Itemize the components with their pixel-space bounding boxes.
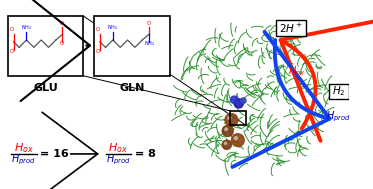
Text: $\mathrm{NH_2}$: $\mathrm{NH_2}$ xyxy=(21,23,32,32)
Text: $H_{prod}$: $H_{prod}$ xyxy=(326,110,351,124)
Text: $2H^+$: $2H^+$ xyxy=(279,22,303,35)
Circle shape xyxy=(224,142,226,145)
Text: O: O xyxy=(147,21,151,26)
Circle shape xyxy=(241,98,246,103)
Circle shape xyxy=(234,137,238,140)
Text: $H_{ox}$: $H_{ox}$ xyxy=(109,142,128,155)
Circle shape xyxy=(231,96,238,103)
Circle shape xyxy=(222,140,231,149)
Text: GLN: GLN xyxy=(119,83,145,93)
Text: = 16: = 16 xyxy=(40,149,69,159)
Circle shape xyxy=(222,125,233,136)
Text: GLU: GLU xyxy=(34,83,58,93)
Text: = 8: = 8 xyxy=(135,149,156,159)
Text: O: O xyxy=(10,27,14,32)
Circle shape xyxy=(225,128,228,131)
Circle shape xyxy=(228,116,231,120)
FancyBboxPatch shape xyxy=(8,16,84,76)
Text: O: O xyxy=(96,49,100,54)
Text: $H_{ox}$: $H_{ox}$ xyxy=(288,64,305,78)
Text: $\mathrm{NH_2}$: $\mathrm{NH_2}$ xyxy=(107,23,119,32)
Text: O: O xyxy=(60,21,65,26)
Text: $\mathrm{NH_2}$: $\mathrm{NH_2}$ xyxy=(144,40,155,48)
Circle shape xyxy=(234,99,243,108)
Text: $H_{prod}$: $H_{prod}$ xyxy=(11,152,36,167)
Text: $H_2$: $H_2$ xyxy=(332,84,346,98)
FancyBboxPatch shape xyxy=(329,84,349,99)
FancyBboxPatch shape xyxy=(276,20,306,36)
Text: $H_{ox}$: $H_{ox}$ xyxy=(14,142,34,155)
Circle shape xyxy=(225,114,238,126)
Text: O: O xyxy=(10,49,14,54)
Text: $H_{prod}$: $H_{prod}$ xyxy=(106,152,131,167)
FancyBboxPatch shape xyxy=(94,16,170,76)
Text: O: O xyxy=(96,27,100,32)
Circle shape xyxy=(231,134,244,147)
Text: O: O xyxy=(60,41,65,46)
